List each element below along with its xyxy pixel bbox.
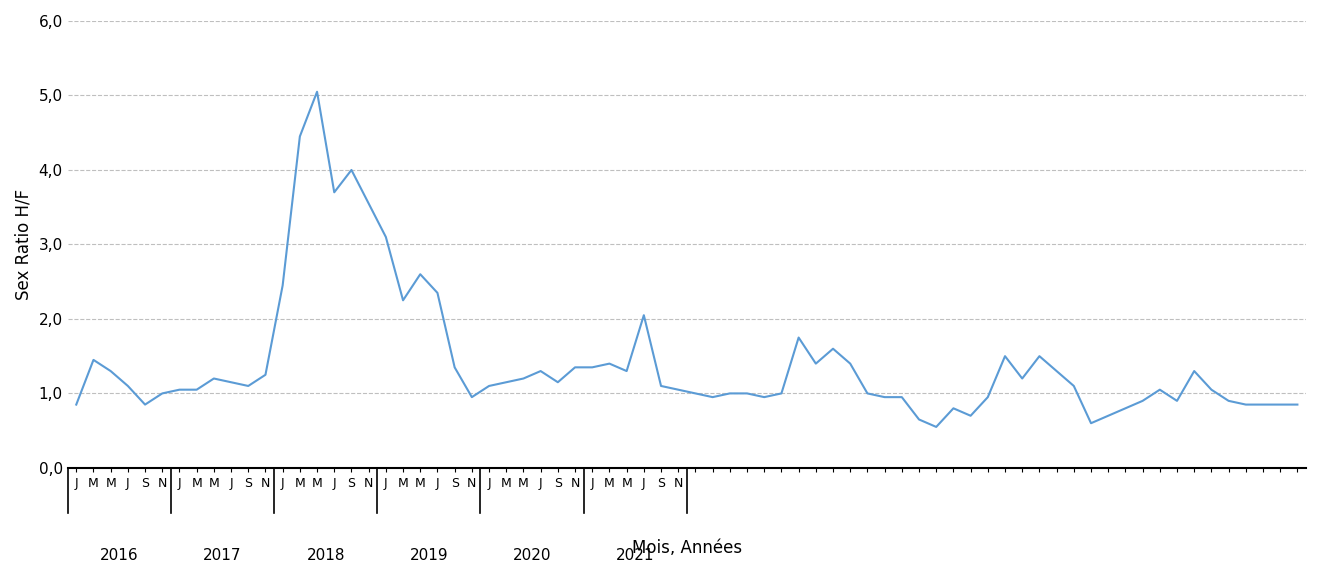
Text: 2017: 2017 [203, 549, 242, 564]
Text: 2020: 2020 [513, 549, 551, 564]
X-axis label: Mois, Années: Mois, Années [631, 539, 742, 557]
Text: 2019: 2019 [410, 549, 448, 564]
Text: 2016: 2016 [100, 549, 139, 564]
Y-axis label: Sex Ratio H/F: Sex Ratio H/F [15, 189, 33, 300]
Text: 2021: 2021 [616, 549, 654, 564]
Text: 2018: 2018 [306, 549, 345, 564]
